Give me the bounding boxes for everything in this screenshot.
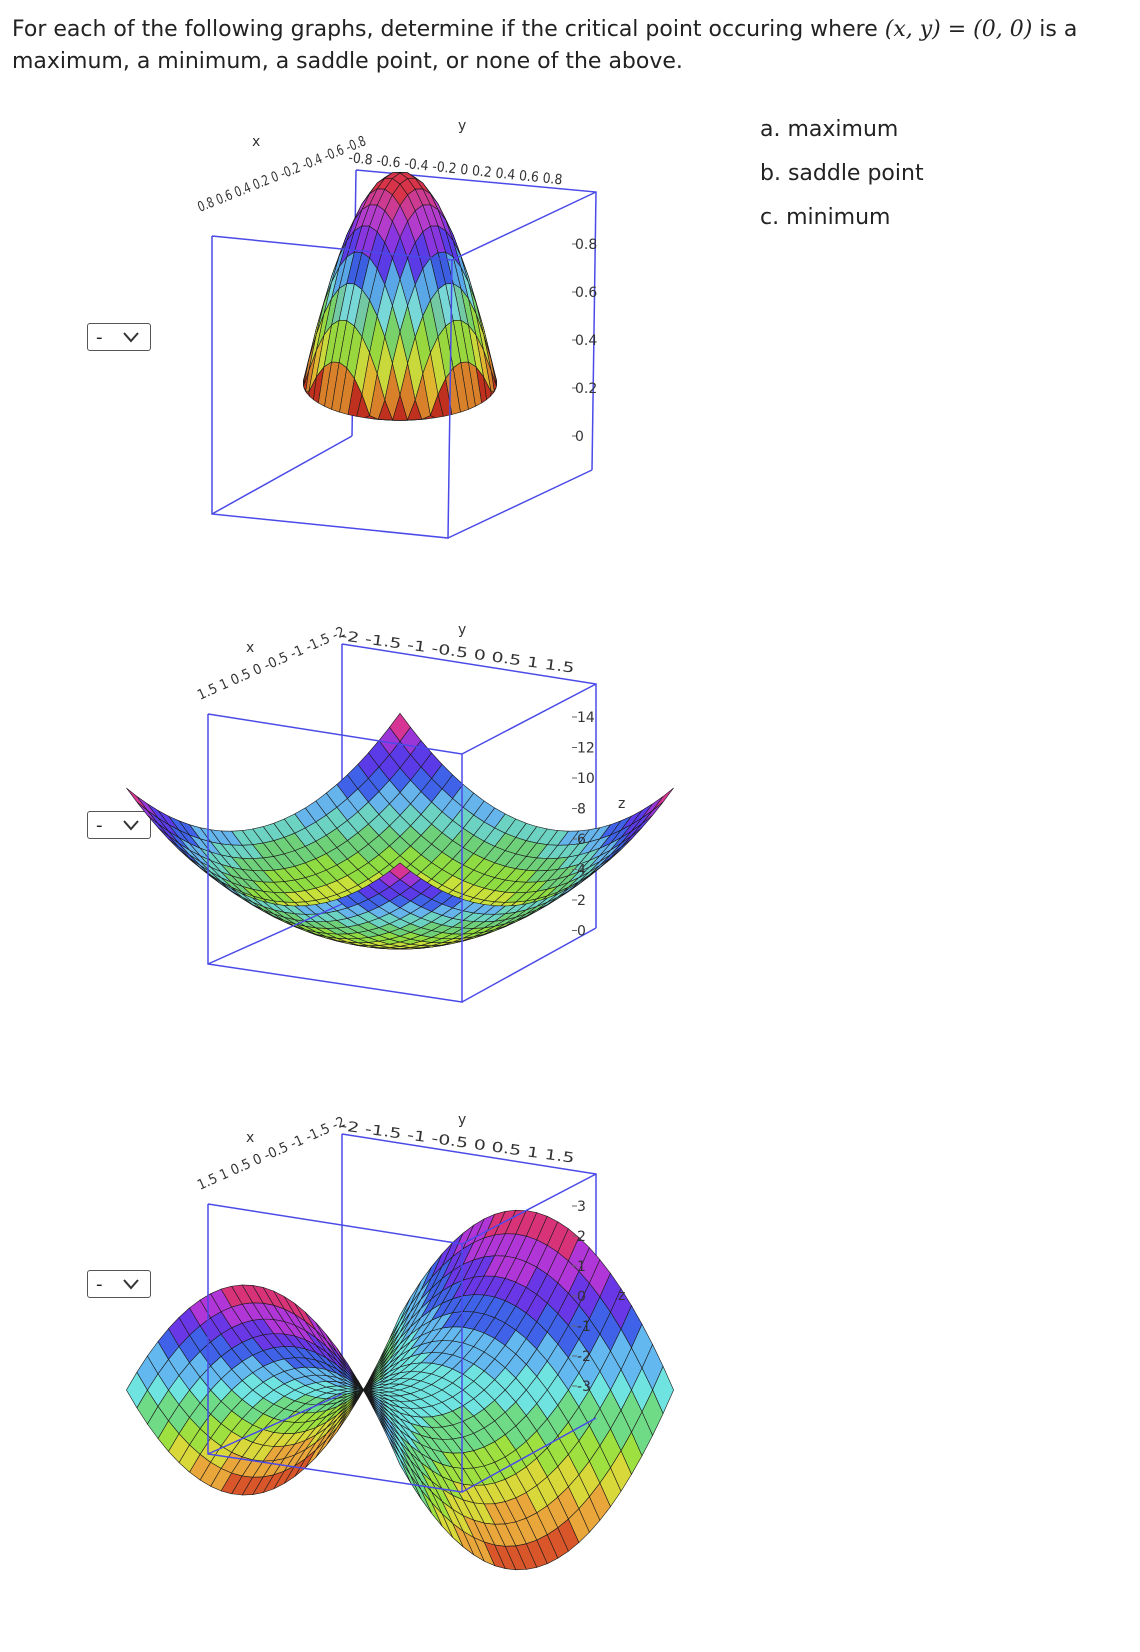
saddle-surface: [126, 1209, 674, 1571]
z-tick-label: 0.4: [575, 333, 597, 349]
z-tick-label: 12: [577, 741, 595, 757]
z-tick-label: 2: [577, 1229, 586, 1245]
question-text: For each of the following graphs, determ…: [12, 14, 1122, 78]
question-after: is a maximum, a minimum, a saddle point,…: [12, 17, 1078, 74]
z-tick-labels: 3 2 1 0 -1 -2 -3: [572, 1199, 591, 1395]
surface-patch: [652, 787, 674, 811]
z-tick-label: 8: [577, 802, 586, 818]
z-tick-label: 10: [577, 771, 595, 787]
graph-2-bowl-plot: x y z 1.5 1 0.5 0 -0.5 -1 -1.5 -2 -2 -1.…: [126, 622, 674, 1003]
z-tick-label: 3: [577, 1199, 586, 1215]
option-a: a. maximum: [760, 117, 899, 142]
z-tick-label: 2: [577, 893, 586, 909]
z-tick-labels: 14 12 10 8 6 4 2 0: [572, 710, 595, 940]
chevron-down-icon: [123, 820, 139, 831]
bowl-surface: [126, 712, 674, 950]
z-tick-label: 1: [577, 1259, 586, 1275]
answer-options-list: a. maximum b. saddle point c. minimum: [760, 108, 924, 240]
select-value: -: [96, 814, 103, 836]
z-tick-label: 0.6: [575, 285, 597, 301]
option-b: b. saddle point: [760, 161, 924, 186]
y-axis-label: y: [458, 118, 466, 134]
z-tick-label: 0: [577, 1289, 586, 1305]
select-value: -: [96, 1273, 103, 1295]
chevron-down-icon: [123, 332, 139, 343]
answer-select-2[interactable]: -: [87, 811, 151, 839]
z-tick-labels: 0.8 0.6 0.4 0.2 0: [572, 237, 597, 445]
x-tick-labels: 1.5 1 0.5 0 -0.5 -1 -1.5 -2: [195, 624, 348, 704]
z-tick-label: 14: [577, 710, 595, 726]
dome-surface: [302, 171, 498, 422]
z-tick-label: 0: [575, 429, 584, 445]
z-axis-label: z: [618, 796, 625, 812]
front-box: [211, 191, 597, 539]
surface-patch: [389, 1441, 411, 1483]
z-tick-label: 4: [577, 863, 586, 879]
z-tick-label: -3: [577, 1379, 591, 1395]
z-tick-label: 0.2: [575, 381, 597, 397]
question-before: For each of the following graphs, determ…: [12, 17, 885, 42]
critical-point-math: (x, y) = (0, 0): [884, 17, 1033, 42]
option-c: c. minimum: [760, 205, 891, 230]
surface-patch: [389, 862, 411, 880]
answer-select-1[interactable]: -: [87, 323, 151, 351]
graph-3-saddle-plot: x y z 1.5 1 0.5 0 -0.5 -1 -1.5 -2 -2 -1.…: [126, 1112, 674, 1571]
front-box: [207, 683, 597, 1003]
x-axis-label: x: [252, 134, 260, 150]
z-tick-label: -2: [577, 1349, 591, 1365]
surface-patch: [126, 787, 148, 811]
z-tick-label: 0: [577, 924, 586, 940]
chevron-down-icon: [123, 1279, 139, 1290]
x-axis-label: x: [246, 640, 254, 656]
x-axis-label: x: [246, 1130, 254, 1146]
x-tick-labels: 0.8 0.6 0.4 0.2 0 -0.2 -0.4 -0.6 -0.8: [196, 133, 369, 215]
y-axis-label: y: [458, 622, 466, 638]
z-axis-label: z: [618, 1288, 625, 1304]
front-box: [207, 1173, 597, 1493]
graph-1-dome-plot: x y 0.8 0.6 0.4 0.2 0 -0.2 -0.4 -0.6 -0.…: [196, 118, 597, 539]
select-value: -: [96, 326, 103, 348]
answer-select-3[interactable]: -: [87, 1270, 151, 1298]
z-tick-label: 0.8: [575, 237, 597, 253]
y-axis-label: y: [458, 1112, 466, 1128]
z-tick-label: -1: [577, 1319, 591, 1335]
z-tick-label: 6: [577, 832, 586, 848]
x-tick-labels: 1.5 1 0.5 0 -0.5 -1 -1.5 -2: [195, 1114, 348, 1194]
